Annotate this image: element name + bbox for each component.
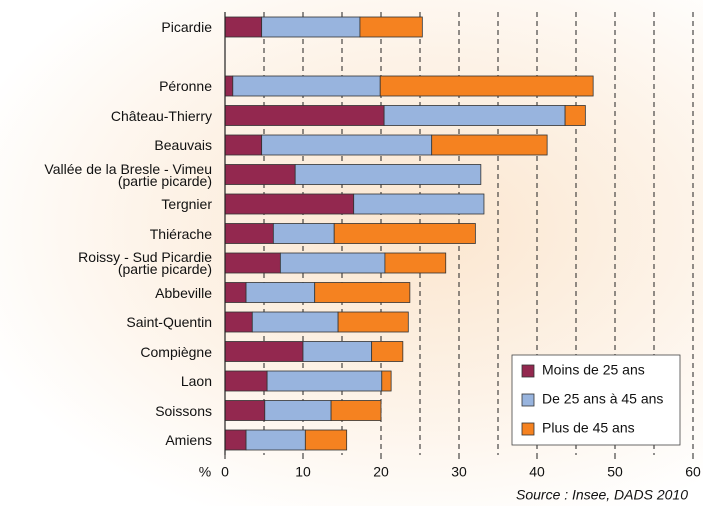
y-tick-label: Thiérache	[149, 225, 212, 242]
bar-segment	[266, 370, 383, 392]
bar-segment	[337, 311, 409, 333]
bar-segment	[431, 134, 548, 156]
y-tick-label: Tergnier	[161, 196, 212, 212]
bar-segment	[384, 252, 447, 274]
legend-label: Moins de 25 ans	[542, 362, 645, 378]
bar-segment	[224, 341, 304, 362]
legend-swatch	[521, 393, 535, 407]
x-tick-label: 20	[373, 464, 389, 480]
bar-segment	[224, 223, 274, 244]
bar-segment	[302, 341, 373, 362]
bar-segment	[371, 341, 404, 362]
x-axis-label: %	[199, 464, 211, 480]
bar-segment	[224, 16, 263, 38]
bar-segment	[224, 193, 355, 215]
y-tick-label: Abbeville	[155, 284, 212, 301]
x-tick-label: 50	[607, 464, 623, 480]
bar-segment	[279, 252, 386, 274]
y-tick-label: Beauvais	[154, 137, 212, 153]
bar-segment	[383, 105, 566, 126]
bar-segment	[224, 370, 268, 392]
x-tick-label: 60	[685, 464, 701, 480]
bar-segment	[251, 311, 339, 333]
bar-segment	[224, 134, 263, 156]
bar-segment	[224, 105, 385, 126]
legend-swatch	[521, 364, 535, 378]
bar-segment	[232, 75, 381, 97]
x-tick-label: 30	[451, 464, 467, 480]
y-tick-label: Compiègne	[140, 343, 212, 360]
y-tick-label: Picardie	[161, 19, 212, 35]
source: Source : Insee, DADS 2010	[516, 487, 688, 503]
bar-segment	[224, 400, 266, 421]
legend-box	[511, 354, 681, 446]
bar-segment	[245, 282, 316, 303]
y-tick-label: Soissons	[155, 402, 212, 419]
bar-segment	[224, 75, 234, 97]
bar-segment	[564, 105, 586, 126]
bar-segment	[359, 16, 423, 38]
y-tick-label: Château-Thierry	[110, 107, 212, 124]
bar-segment	[379, 75, 594, 97]
bar-segment	[224, 311, 253, 333]
bar-segment	[261, 134, 433, 156]
bar-segment	[224, 282, 247, 303]
bar-segment	[294, 164, 482, 185]
bar-segment	[224, 252, 281, 274]
bar-segment	[261, 16, 361, 38]
legend-label: De 25 ans à 45 ans	[542, 391, 663, 407]
bar-segment	[224, 164, 296, 185]
bar-segment	[224, 429, 247, 451]
y-tick-label: Vallée de la Bresle - Vimeu (partie pica…	[44, 160, 212, 189]
bar-segment	[304, 429, 348, 451]
bar-segment	[272, 223, 335, 244]
y-tick-label: Amiens	[165, 432, 212, 448]
x-tick-label: 0	[221, 464, 229, 480]
y-tick-label: Laon	[180, 373, 212, 389]
bar-segment	[381, 370, 392, 392]
legend-swatch	[521, 422, 535, 436]
bar-segment	[353, 193, 485, 215]
bar-segment	[245, 429, 306, 451]
x-tick-label: 10	[295, 464, 311, 480]
y-tick-label: Saint-Quentin	[126, 314, 212, 330]
x-tick-label: 40	[529, 464, 545, 480]
bar-segment	[330, 400, 382, 421]
y-tick-label: Roissy - Sud Picardie (partie picarde)	[78, 249, 212, 277]
legend-label: Plus de 45 ans	[542, 420, 635, 436]
bar-segment	[333, 223, 476, 244]
bar-segment	[314, 282, 411, 303]
y-tick-label: Péronne	[159, 78, 212, 94]
bar-segment	[264, 400, 332, 421]
